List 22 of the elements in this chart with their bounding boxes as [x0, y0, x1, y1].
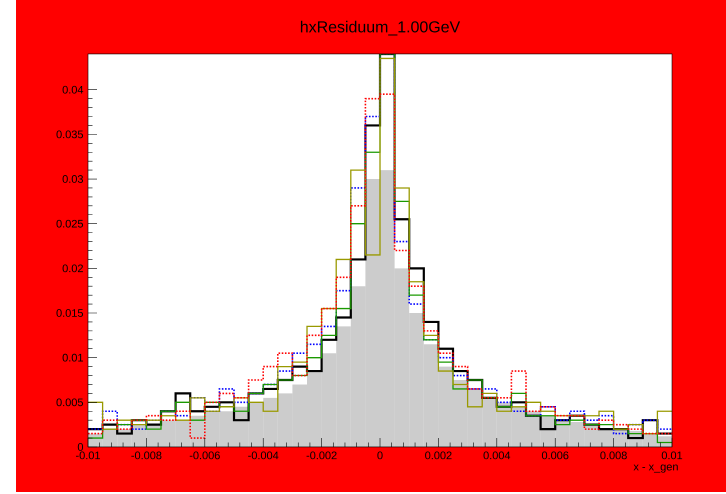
x-tick-label: 0: [377, 452, 383, 460]
x-axis-title: x - x_gen: [634, 464, 678, 473]
x-tick-label: 0.008: [600, 452, 627, 460]
y-tick-label: 0.01: [62, 354, 83, 362]
x-tick-label: -0.004: [248, 452, 278, 460]
y-tick-label: 0.005: [56, 398, 84, 406]
y-tick-label: 0.02: [62, 264, 83, 272]
x-tick-label: 0.006: [542, 452, 568, 460]
y-tick-label: 0.015: [56, 309, 84, 317]
y-tick-label: 0: [78, 443, 84, 451]
x-tick-label: 0.01: [662, 452, 682, 460]
y-tick-label: 0.025: [56, 220, 84, 228]
chart-title: hxResiduum_1.00GeV: [300, 20, 460, 36]
x-tick-label: -0.002: [306, 452, 337, 460]
y-tick-label: 0.03: [62, 175, 83, 183]
x-tick-label: -0.006: [190, 452, 220, 460]
x-tick-label: -0.008: [131, 452, 162, 460]
y-tick-label: 0.035: [56, 130, 84, 138]
x-tick-label: 0.002: [425, 452, 452, 460]
y-tick-label: 0.04: [62, 86, 84, 94]
x-tick-label: 0.004: [484, 452, 510, 460]
x-tick-label: -0.01: [76, 452, 100, 460]
